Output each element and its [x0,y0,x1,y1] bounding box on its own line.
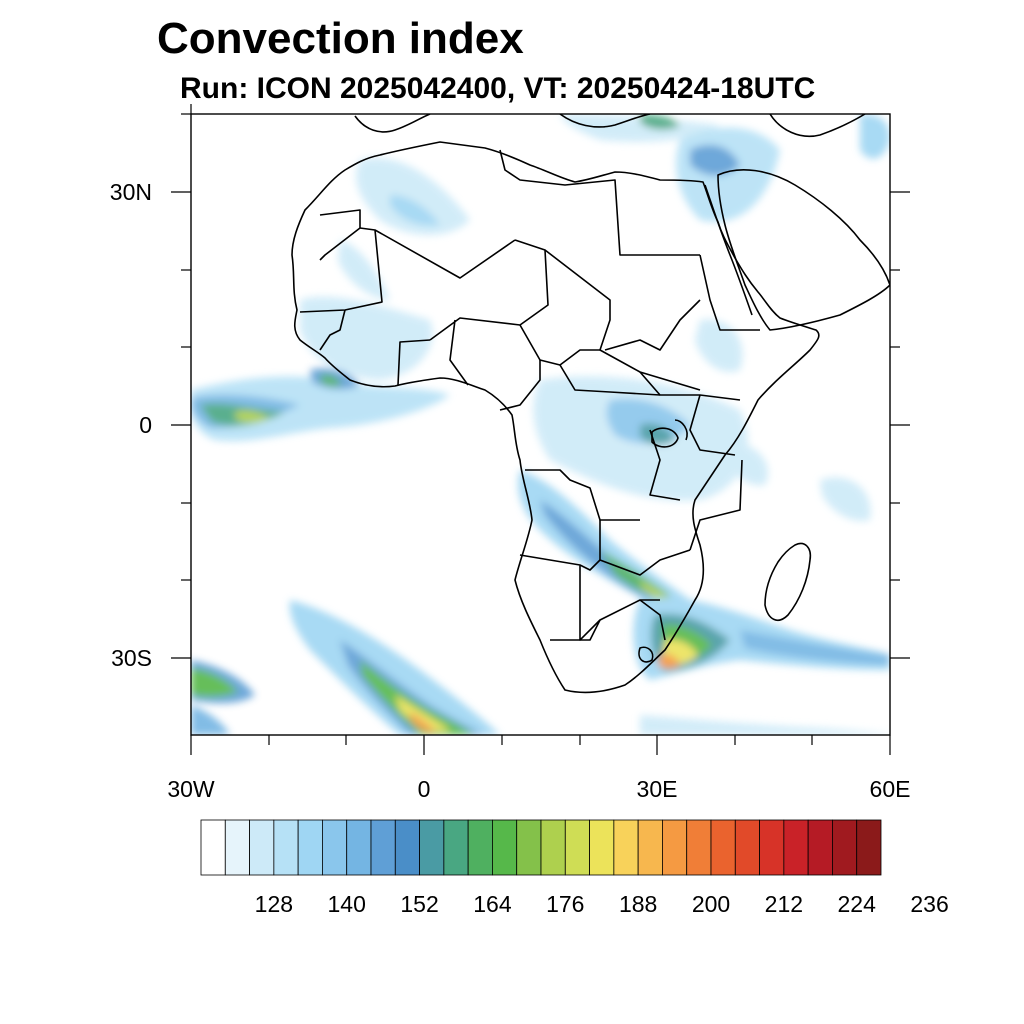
colorbar-swatch [346,819,372,876]
y-tick-label-0: 0 [139,412,152,438]
colorbar-label: 224 [838,891,877,917]
colorbar-swatch [419,819,445,876]
colorbar-swatch [807,819,833,876]
colorbar-swatch [564,819,590,876]
colorbar-label: 140 [328,891,366,917]
colorbar-swatch [589,819,615,876]
colorbar-labels: 128 140 152 164 176 188 200 212 224 236 [255,891,949,917]
map-subtitle: Run: ICON 2025042400, VT: 20250424-18UTC [180,72,816,105]
colorbar-swatch [686,819,712,876]
colorbar-swatch [710,819,736,876]
colorbar-swatch [613,819,639,876]
colorbar-label: 188 [619,891,657,917]
colorbar-swatch [516,819,542,876]
colorbar [200,819,882,876]
axis-ticks [171,104,910,755]
y-tick-label-30s: 30S [111,645,152,671]
colorbar-swatch [443,819,469,876]
colorbar-swatch [856,819,882,876]
colorbar-swatch [200,819,226,876]
colorbar-label: 200 [692,891,730,917]
colorbar-label: 128 [255,891,293,917]
x-tick-label-0: 0 [418,776,431,802]
colorbar-swatch [734,819,760,876]
colorbar-swatch [297,819,323,876]
colorbar-swatch [394,819,420,876]
colorbar-swatch [783,819,809,876]
y-tick-label-30n: 30N [110,179,152,205]
coastlines-borders [291,114,890,694]
colorbar-swatch [759,819,785,876]
colorbar-label: 176 [546,891,584,917]
map-title: Convection index [157,14,524,63]
colorbar-label: 164 [473,891,512,917]
colorbar-swatch [249,819,275,876]
colorbar-label: 236 [910,891,948,917]
colorbar-swatch [662,819,688,876]
colorbar-label: 152 [400,891,438,917]
x-tick-label-30e: 30E [637,776,678,802]
colorbar-swatch [540,819,566,876]
colorbar-swatch [224,819,250,876]
colorbar-swatch [467,819,493,876]
x-tick-label-60e: 60E [870,776,911,802]
colorbar-swatch [637,819,663,876]
x-tick-label-30w: 30W [167,776,215,802]
colorbar-swatch [370,819,396,876]
colorbar-swatch [273,819,299,876]
colorbar-swatch [832,819,858,876]
colorbar-label: 212 [765,891,803,917]
colorbar-swatch [322,819,348,876]
colorbar-swatch [492,819,518,876]
